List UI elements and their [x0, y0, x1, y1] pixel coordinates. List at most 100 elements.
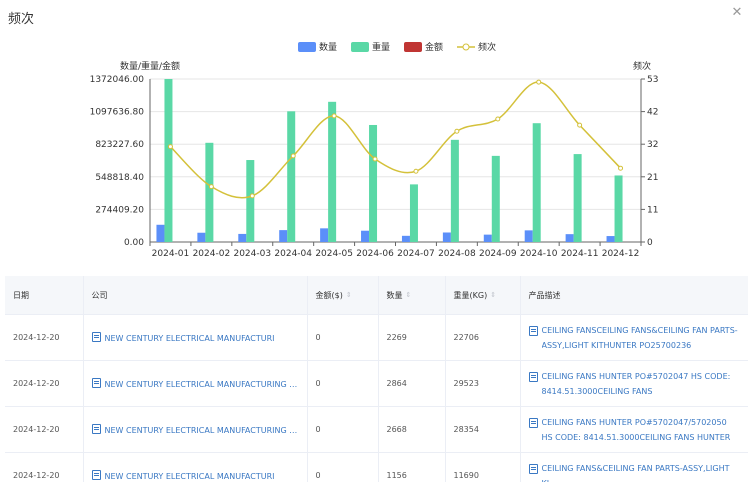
bar-数量: [524, 230, 533, 242]
x-tick-label: 2024-12: [602, 249, 640, 259]
bar-数量: [565, 234, 574, 242]
x-tick-label: 2024-02: [193, 249, 231, 259]
legend-swatch: [351, 42, 369, 52]
left-tick-label: 823227.60: [95, 140, 144, 150]
sort-icon[interactable]: ⇕: [490, 291, 497, 299]
col-quantity[interactable]: 数量 ⇕: [377, 276, 445, 315]
left-tick-label: 1372046.00: [90, 75, 145, 85]
left-tick-label: 274409.20: [95, 205, 144, 215]
document-icon: [528, 463, 538, 474]
cell-quantity: 2269: [377, 314, 445, 361]
description-link[interactable]: CEILING FANSCEILING FANS&CEILING FAN PAR…: [541, 325, 738, 350]
document-icon: [528, 325, 538, 336]
line-point: [495, 116, 501, 122]
cell-weight: 22706: [444, 314, 520, 361]
bar-重量: [287, 111, 296, 243]
cell-quantity: 1156: [377, 452, 445, 482]
company-link[interactable]: NEW CENTURY ELECTRICAL MANUFACTURING Z..…: [91, 424, 299, 435]
cell-weight: 28354: [444, 406, 520, 453]
line-point: [536, 79, 542, 85]
x-tick-label: 2024-03: [233, 249, 271, 259]
legend-label: 频次: [478, 41, 496, 53]
right-tick-label: 42: [647, 108, 658, 118]
line-频次: [169, 81, 622, 199]
legend-swatch: [404, 42, 422, 52]
table-header-row: 日期 公司 金额($) ⇕ 数量 ⇕ 重量(KG) ⇕ 产品描述: [5, 276, 748, 315]
left-tick-label: 548818.40: [95, 173, 144, 183]
description-link[interactable]: CEILING FANS&CEILING FAN PARTS-ASSY,LIGH…: [541, 463, 730, 482]
line-point: [167, 144, 173, 150]
company-link[interactable]: NEW CENTURY ELECTRICAL MANUFACTURING Z..…: [91, 378, 299, 389]
right-tick-label: 11: [647, 205, 658, 215]
bar-重量: [573, 154, 582, 242]
cell-amount: 0: [306, 314, 378, 361]
cell-description: CEILING FANS HUNTER PO#5702047/5702050 H…: [519, 406, 748, 453]
document-icon: [91, 378, 101, 388]
bar-数量: [279, 230, 288, 242]
bar-重量: [246, 160, 255, 242]
cell-amount: 0: [306, 360, 378, 407]
right-axis-title: 频次: [633, 60, 651, 72]
bar-重量: [328, 101, 337, 243]
records-table: 日期 公司 金额($) ⇕ 数量 ⇕ 重量(KG) ⇕ 产品描述 2024-12-20…: [5, 276, 748, 482]
bar-数量: [483, 234, 492, 242]
bar-数量: [197, 232, 206, 242]
line-point: [331, 113, 337, 119]
description-link[interactable]: CEILING FANS HUNTER PO#5702047 HS CODE: …: [541, 371, 731, 396]
x-tick-label: 2024-10: [520, 249, 558, 259]
cell-company: NEW CENTURY ELECTRICAL MANUFACTURING Z..…: [82, 406, 307, 453]
close-icon[interactable]: ✕: [731, 5, 743, 20]
cell-company: NEW CENTURY ELECTRICAL MANUFACTURING Z..…: [82, 360, 307, 407]
frequency-chart: 1372046.00 1097636.80 823227.60 548818.40 27…: [90, 41, 659, 259]
line-point: [290, 153, 296, 159]
legend-swatch: [462, 43, 470, 51]
right-tick-label: 0: [647, 238, 653, 248]
legend-label: 金额: [425, 41, 443, 53]
line-point: [208, 184, 214, 190]
legend-label: 数量: [319, 41, 337, 53]
bar-重量: [614, 175, 623, 242]
col-weight[interactable]: 重量(KG) ⇕: [444, 276, 520, 315]
cell-quantity: 2668: [377, 406, 445, 453]
company-link[interactable]: NEW CENTURY ELECTRICAL MANUFACTURI: [91, 332, 299, 343]
col-date: 日期: [5, 276, 83, 315]
x-tick-label: 2024-06: [356, 249, 394, 259]
document-icon: [91, 332, 101, 342]
company-link[interactable]: NEW CENTURY ELECTRICAL MANUFACTURI: [91, 470, 299, 481]
bar-数量: [238, 233, 247, 242]
right-tick-label: 21: [647, 173, 658, 183]
x-tick-label: 2024-11: [561, 249, 599, 259]
bar-数量: [156, 224, 165, 242]
x-tick-label: 2024-04: [274, 249, 312, 259]
col-company: 公司: [82, 276, 307, 315]
x-tick-label: 2024-09: [479, 249, 517, 259]
bar-重量: [164, 79, 173, 242]
cell-date: 2024-12-20: [5, 406, 83, 453]
col-amount[interactable]: 金额($) ⇕: [306, 276, 378, 315]
left-axis-title: 数量/重量/金额: [120, 60, 180, 72]
sort-icon[interactable]: ⇕: [345, 291, 352, 299]
table-row: 2024-12-20 NEW CENTURY ELECTRICAL MANUFAC…: [5, 406, 748, 453]
document-icon: [91, 424, 101, 434]
table-row: 2024-12-20 NEW CENTURY ELECTRICAL MANUFAC…: [5, 360, 748, 407]
document-icon: [528, 417, 538, 428]
left-tick-label: 1097636.80: [90, 108, 145, 118]
cell-amount: 0: [306, 406, 378, 453]
bar-数量: [361, 230, 370, 242]
table-row: 2024-12-20 NEW CENTURY ELECTRICAL MANUFAC…: [5, 452, 748, 482]
bar-重量: [532, 123, 541, 242]
cell-description: CEILING FANS HUNTER PO#5702047 HS CODE: …: [519, 360, 748, 407]
bar-数量: [401, 235, 410, 242]
x-tick-label: 2024-05: [315, 249, 353, 259]
line-point: [618, 165, 624, 171]
description-link[interactable]: CEILING FANS HUNTER PO#5702047/5702050 H…: [541, 417, 731, 442]
document-icon: [528, 371, 538, 382]
legend-swatch: [298, 42, 316, 52]
line-point: [413, 168, 419, 174]
line-point: [372, 156, 378, 162]
legend-label: 重量: [372, 41, 390, 53]
line-point: [454, 128, 460, 134]
cell-date: 2024-12-20: [5, 452, 83, 482]
bar-数量: [442, 232, 451, 242]
sort-icon[interactable]: ⇕: [405, 291, 412, 299]
